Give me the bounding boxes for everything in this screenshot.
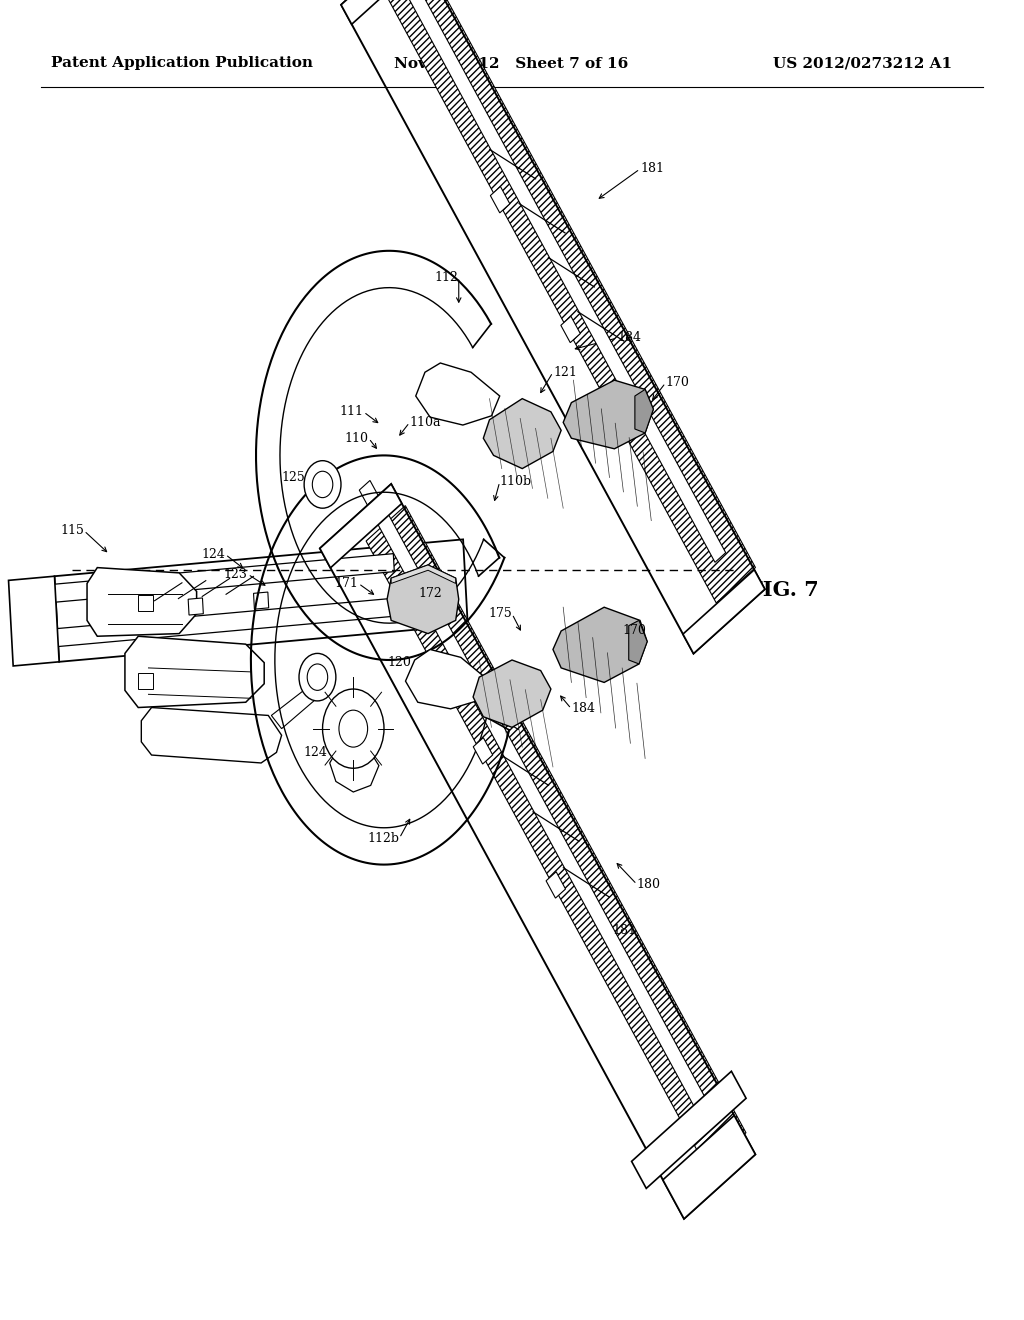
Text: Nov. 1, 2012   Sheet 7 of 16: Nov. 1, 2012 Sheet 7 of 16 — [394, 57, 629, 70]
Text: 181: 181 — [640, 162, 664, 176]
Text: 110b: 110b — [500, 475, 531, 488]
Polygon shape — [8, 577, 59, 667]
Polygon shape — [635, 389, 653, 433]
Circle shape — [304, 461, 341, 508]
Text: 184: 184 — [617, 331, 641, 345]
Polygon shape — [125, 636, 264, 708]
Bar — [490, 186, 510, 213]
Polygon shape — [391, 565, 456, 583]
Polygon shape — [359, 480, 716, 1127]
Circle shape — [307, 664, 328, 690]
Polygon shape — [46, 553, 394, 603]
Text: 110a: 110a — [410, 416, 441, 429]
Text: 121: 121 — [553, 366, 577, 379]
Bar — [254, 593, 268, 609]
Polygon shape — [406, 649, 489, 709]
Polygon shape — [473, 660, 551, 727]
Text: 171: 171 — [335, 577, 358, 590]
Bar — [188, 598, 204, 615]
Polygon shape — [683, 570, 765, 653]
Polygon shape — [553, 607, 647, 682]
Bar — [138, 595, 153, 611]
Polygon shape — [46, 598, 394, 648]
Text: 180: 180 — [637, 878, 660, 891]
Text: 175: 175 — [488, 607, 512, 620]
Bar — [546, 871, 565, 898]
Polygon shape — [319, 484, 401, 568]
Polygon shape — [367, 506, 745, 1168]
Polygon shape — [141, 708, 282, 763]
Polygon shape — [380, 0, 726, 562]
Circle shape — [339, 710, 368, 747]
Bar — [473, 738, 493, 764]
Text: Patent Application Publication: Patent Application Publication — [51, 57, 313, 70]
Polygon shape — [563, 380, 653, 449]
Bar — [561, 317, 581, 343]
Polygon shape — [632, 1072, 746, 1188]
Polygon shape — [483, 399, 561, 469]
Text: 115: 115 — [60, 524, 84, 537]
Text: 112: 112 — [435, 271, 459, 284]
Text: US 2012/0273212 A1: US 2012/0273212 A1 — [773, 57, 952, 70]
Text: 112b: 112b — [368, 832, 399, 845]
Polygon shape — [341, 0, 423, 24]
Text: 124: 124 — [304, 746, 328, 759]
Text: 110: 110 — [345, 432, 369, 445]
Text: 120: 120 — [388, 656, 412, 669]
Polygon shape — [54, 540, 468, 661]
Text: 123: 123 — [224, 568, 248, 581]
Text: FIG. 7: FIG. 7 — [748, 579, 818, 601]
Circle shape — [299, 653, 336, 701]
Polygon shape — [416, 363, 500, 425]
Text: 184: 184 — [571, 702, 595, 715]
Text: 172: 172 — [419, 587, 442, 601]
Text: 111: 111 — [340, 405, 364, 418]
Circle shape — [312, 471, 333, 498]
Bar — [138, 673, 153, 689]
Polygon shape — [387, 565, 459, 634]
Text: 124: 124 — [202, 548, 225, 561]
Polygon shape — [330, 746, 379, 792]
Polygon shape — [87, 568, 197, 636]
Polygon shape — [387, 0, 756, 603]
Polygon shape — [663, 1115, 756, 1218]
Text: 170: 170 — [666, 376, 689, 389]
Polygon shape — [271, 680, 328, 729]
Polygon shape — [629, 620, 647, 664]
Circle shape — [323, 689, 384, 768]
Text: 125: 125 — [282, 471, 305, 484]
Text: 181: 181 — [612, 924, 636, 937]
Text: 170: 170 — [623, 624, 646, 638]
